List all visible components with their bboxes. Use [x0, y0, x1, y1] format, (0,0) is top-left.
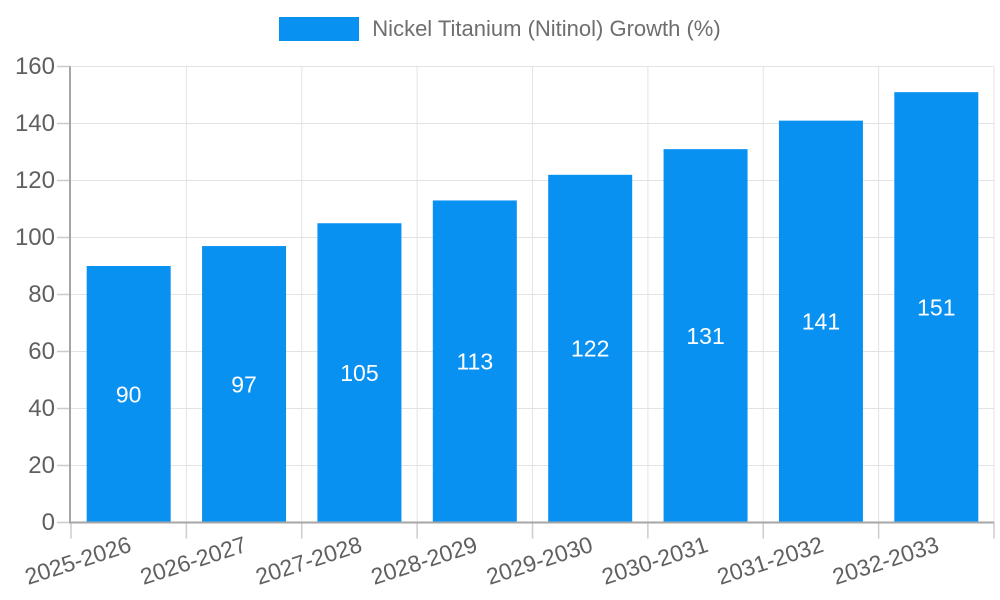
x-axis-tick-label: 2032-2033	[829, 531, 942, 590]
x-axis-tick-label: 2029-2030	[483, 531, 596, 590]
legend: Nickel Titanium (Nitinol) Growth (%)	[0, 17, 1000, 41]
bar-value-label: 122	[571, 336, 609, 362]
bar[interactable]	[778, 120, 863, 523]
y-axis-tick-label: 0	[42, 509, 55, 536]
x-axis-tick-label: 2026-2027	[137, 531, 250, 590]
bar[interactable]	[548, 174, 633, 523]
bar-value-label: 141	[802, 309, 840, 335]
bar[interactable]	[202, 246, 287, 523]
y-axis-tick-label: 40	[28, 395, 55, 422]
y-axis-tick-label: 120	[15, 167, 55, 194]
x-axis-tick-label: 2027-2028	[252, 531, 365, 590]
bar[interactable]	[894, 92, 979, 523]
x-axis-tick-label: 2028-2029	[368, 531, 481, 590]
legend-swatch-icon	[279, 17, 360, 41]
x-axis-tick-label: 2031-2032	[714, 531, 827, 590]
bar-value-label: 97	[231, 371, 257, 397]
y-axis-tick-label: 80	[28, 281, 55, 308]
y-axis-tick-label: 60	[28, 338, 55, 365]
y-axis-tick-label: 160	[15, 53, 55, 80]
bar-value-label: 113	[456, 348, 493, 374]
bar[interactable]	[432, 200, 517, 523]
y-axis-tick-label: 140	[15, 110, 55, 137]
bar[interactable]	[663, 149, 748, 523]
bar-value-label: 90	[116, 381, 142, 407]
bar[interactable]	[86, 266, 171, 523]
y-axis-tick-label: 20	[28, 452, 55, 479]
bar-value-label: 105	[340, 360, 378, 386]
bar-value-label: 151	[917, 294, 955, 320]
y-axis-tick-label: 100	[15, 224, 55, 251]
x-axis-tick-label: 2025-2026	[22, 531, 135, 590]
legend-item[interactable]: Nickel Titanium (Nitinol) Growth (%)	[279, 16, 721, 41]
legend-label: Nickel Titanium (Nitinol) Growth (%)	[372, 16, 721, 41]
bar-value-label: 131	[686, 323, 724, 349]
bar[interactable]	[317, 223, 402, 523]
x-axis-tick-label: 2030-2031	[598, 531, 711, 590]
